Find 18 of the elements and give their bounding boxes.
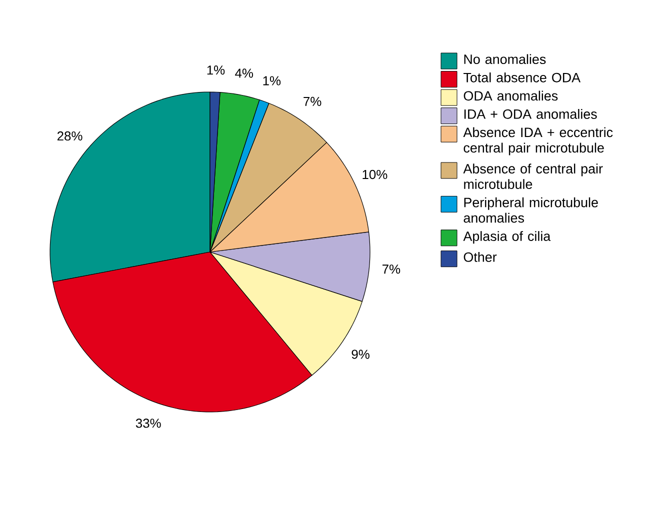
data-label: 33%	[136, 418, 161, 428]
legend-label: Other	[464, 252, 497, 262]
legend-label: Absence of central pair microtubule	[463, 164, 603, 189]
legend-label: Aplasia of cilia	[463, 231, 551, 244]
data-label: 28%	[57, 131, 82, 141]
data-label: 9%	[352, 350, 370, 359]
legend-label: Total absence ODA	[464, 72, 581, 82]
data-label: 1%	[263, 76, 281, 86]
data-label: 10%	[362, 170, 388, 180]
data-label: 1%	[207, 66, 225, 75]
data-label: 7%	[304, 96, 322, 106]
legend-label: Absence IDA + eccentric central pair microtubule	[463, 127, 613, 156]
data-label: 4%	[235, 68, 254, 78]
legend-label: Peripheral microtubule anomalies	[464, 197, 598, 223]
legend-label: ODA anomalies	[464, 90, 558, 101]
legend-label: No anomalies	[464, 54, 546, 64]
legend-label: IDA + ODA anomalies	[464, 109, 597, 119]
data-label: 7%	[382, 264, 400, 274]
